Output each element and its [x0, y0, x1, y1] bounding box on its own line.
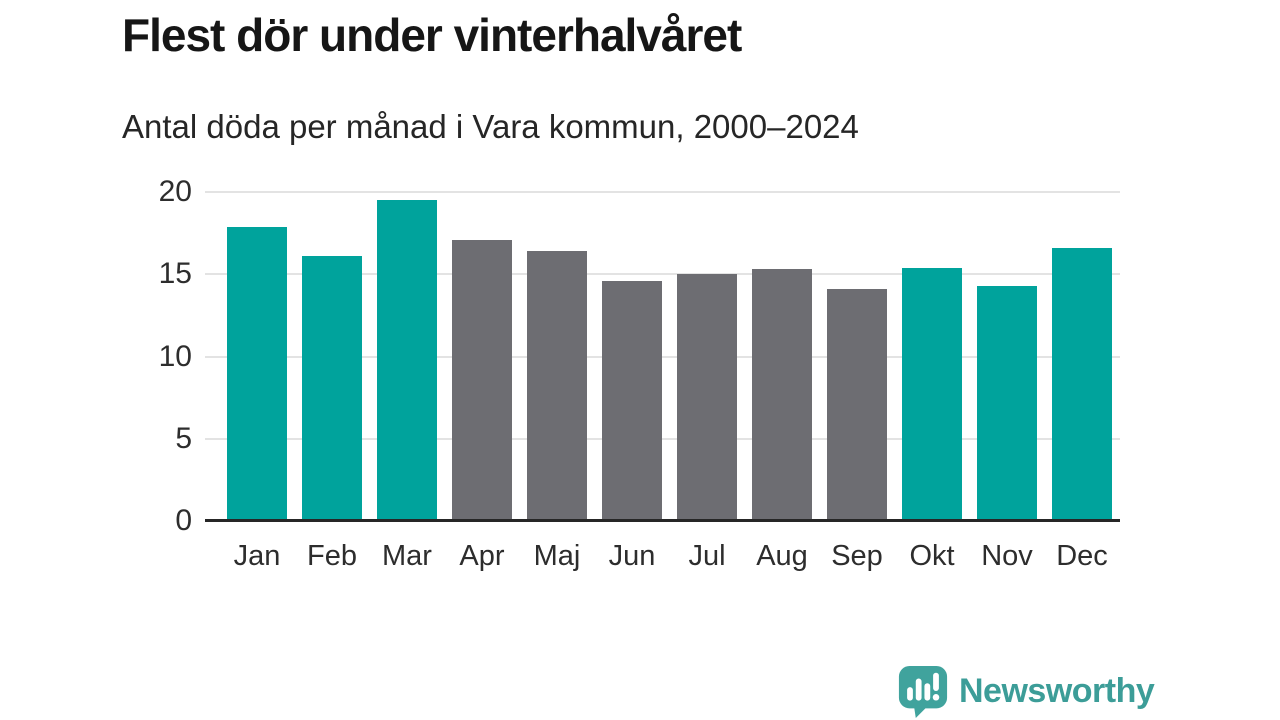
- gridline-20: [205, 191, 1120, 193]
- x-tick-label-aug: Aug: [756, 540, 808, 572]
- newsworthy-logo-text: Newsworthy: [959, 671, 1155, 710]
- y-tick-label-20: 20: [158, 175, 192, 208]
- bar-dec: [1052, 247, 1112, 521]
- bar-mar: [377, 200, 437, 521]
- chart-subtitle: Antal döda per månad i Vara kommun, 2000…: [122, 108, 859, 145]
- newsworthy-logo: Newsworthy: [897, 664, 1155, 718]
- bar-sep: [827, 289, 887, 521]
- x-tick-label-sep: Sep: [831, 540, 883, 572]
- gridline-10: [205, 355, 1120, 358]
- bar-okt: [902, 267, 962, 521]
- x-tick-label-apr: Apr: [459, 540, 505, 572]
- newsworthy-logo-icon: [898, 665, 948, 718]
- chart-title: Flest dör under vinterhalvåret: [122, 9, 742, 61]
- bar-nov: [977, 285, 1037, 521]
- plot-area: [205, 191, 1120, 522]
- x-tick-label-jan: Jan: [233, 540, 281, 572]
- bar-maj: [527, 251, 587, 521]
- x-tick-label-okt: Okt: [909, 540, 955, 572]
- x-tick-label-jun: Jun: [608, 540, 656, 572]
- bar-apr: [452, 239, 512, 521]
- y-tick-label-5: 5: [175, 421, 192, 455]
- x-tick-label-dec: Dec: [1056, 540, 1108, 572]
- y-tick-label-10: 10: [158, 339, 192, 373]
- gridline-15: [205, 273, 1120, 276]
- x-axis-line: [205, 519, 1120, 522]
- y-tick-label-0: 0: [175, 504, 192, 537]
- x-tick-label-feb: Feb: [307, 540, 357, 572]
- x-tick-label-jul: Jul: [688, 540, 726, 572]
- bar-aug: [752, 269, 812, 521]
- x-tick-label-maj: Maj: [533, 540, 581, 572]
- bar-jun: [602, 280, 662, 521]
- x-tick-label-nov: Nov: [981, 540, 1033, 572]
- bar-jul: [677, 274, 737, 521]
- y-tick-label-15: 15: [158, 257, 192, 291]
- bar-feb: [302, 256, 362, 521]
- gridline-5: [205, 437, 1120, 440]
- x-tick-label-mar: Mar: [382, 540, 432, 572]
- bar-jan: [227, 226, 287, 521]
